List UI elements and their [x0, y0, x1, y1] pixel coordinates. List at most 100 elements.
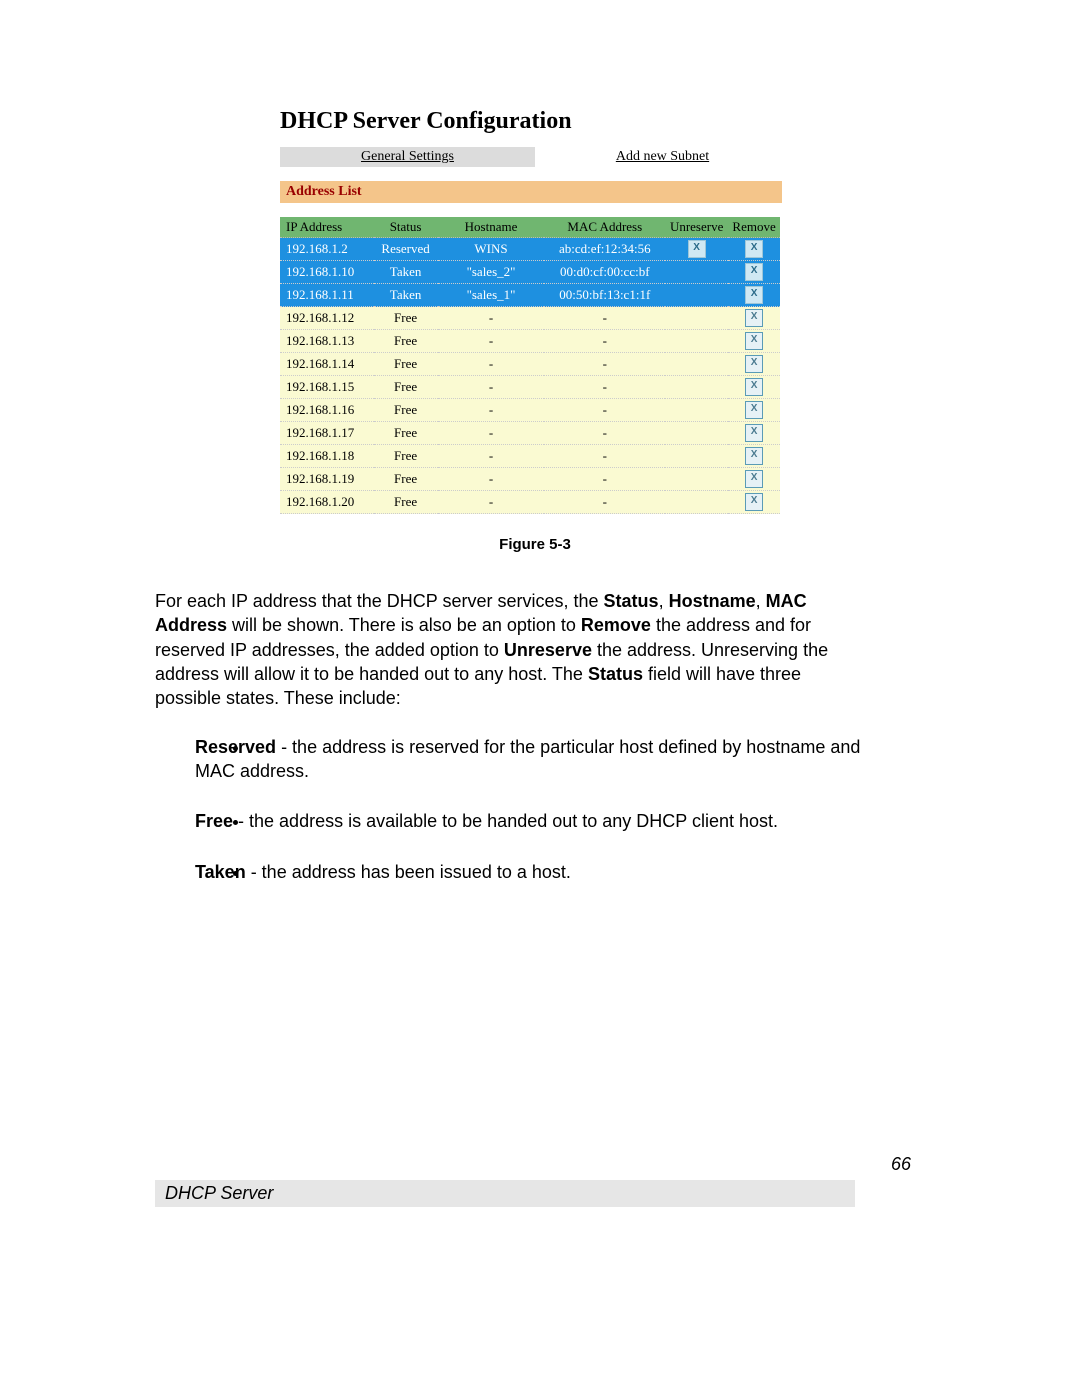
cell-hostname: - — [438, 353, 545, 376]
cell-unreserve — [665, 284, 728, 307]
cell-remove: X — [728, 422, 780, 445]
remove-button[interactable]: X — [745, 286, 763, 304]
cell-hostname: - — [438, 445, 545, 468]
remove-button[interactable]: X — [745, 332, 763, 350]
cell-mac: - — [544, 468, 665, 491]
cell-mac: - — [544, 353, 665, 376]
table-header-row: IP Address Status Hostname MAC Address U… — [280, 217, 780, 238]
section-address-list: Address List — [280, 181, 782, 203]
table-row: 192.168.1.15Free--X — [280, 376, 780, 399]
bullet-reserved: Reserved - the address is reserved for t… — [250, 735, 890, 784]
cell-unreserve — [665, 399, 728, 422]
page-number: 66 — [891, 1154, 911, 1175]
cell-hostname: "sales_1" — [438, 284, 545, 307]
remove-button[interactable]: X — [745, 355, 763, 373]
cell-remove: X — [728, 491, 780, 514]
cell-unreserve — [665, 353, 728, 376]
cell-hostname: - — [438, 330, 545, 353]
body-paragraph: For each IP address that the DHCP server… — [155, 589, 855, 710]
cell-remove: X — [728, 445, 780, 468]
tab-add-new-subnet[interactable]: Add new Subnet — [535, 147, 790, 167]
cell-status: Free — [374, 491, 438, 514]
bullet-bold: Taken — [195, 862, 246, 882]
table-row: 192.168.1.12Free--X — [280, 307, 780, 330]
cell-status: Free — [374, 468, 438, 491]
cell-remove: X — [728, 468, 780, 491]
cell-unreserve — [665, 261, 728, 284]
bullet-text: - the address is available to be handed … — [233, 811, 778, 831]
table-row: 192.168.1.17Free--X — [280, 422, 780, 445]
col-unreserve: Unreserve — [665, 217, 728, 238]
cell-remove: X — [728, 284, 780, 307]
tabs-row: General Settings Add new Subnet — [280, 147, 790, 167]
para-text: , — [756, 591, 766, 611]
unreserve-button[interactable]: X — [688, 240, 706, 258]
cell-ip: 192.168.1.13 — [280, 330, 374, 353]
remove-button[interactable]: X — [745, 401, 763, 419]
cell-hostname: - — [438, 307, 545, 330]
bullet-free: Free - the address is available to be ha… — [250, 809, 890, 833]
cell-unreserve — [665, 307, 728, 330]
cell-status: Reserved — [374, 238, 438, 261]
cell-remove: X — [728, 307, 780, 330]
col-remove: Remove — [728, 217, 780, 238]
cell-ip: 192.168.1.12 — [280, 307, 374, 330]
address-table: IP Address Status Hostname MAC Address U… — [280, 217, 780, 514]
figure-screenshot: DHCP Server Configuration General Settin… — [280, 108, 790, 514]
para-bold-status: Status — [604, 591, 659, 611]
remove-button[interactable]: X — [745, 447, 763, 465]
table-row: 192.168.1.11Taken"sales_1"00:50:bf:13:c1… — [280, 284, 780, 307]
para-bold-unreserve: Unreserve — [504, 640, 592, 660]
footer-section: DHCP Server — [155, 1180, 855, 1207]
cell-mac: - — [544, 491, 665, 514]
cell-hostname: - — [438, 491, 545, 514]
cell-status: Taken — [374, 261, 438, 284]
cell-unreserve — [665, 330, 728, 353]
table-row: 192.168.1.10Taken"sales_2"00:d0:cf:00:cc… — [280, 261, 780, 284]
cell-remove: X — [728, 238, 780, 261]
cell-hostname: - — [438, 468, 545, 491]
para-text: For each IP address that the DHCP server… — [155, 591, 604, 611]
remove-button[interactable]: X — [745, 493, 763, 511]
remove-button[interactable]: X — [745, 263, 763, 281]
remove-button[interactable]: X — [745, 240, 763, 258]
cell-status: Free — [374, 445, 438, 468]
table-row: 192.168.1.13Free--X — [280, 330, 780, 353]
cell-ip: 192.168.1.18 — [280, 445, 374, 468]
para-bold-hostname: Hostname — [669, 591, 756, 611]
col-hostname: Hostname — [438, 217, 545, 238]
cell-mac: - — [544, 422, 665, 445]
remove-button[interactable]: X — [745, 470, 763, 488]
cell-status: Free — [374, 422, 438, 445]
cell-remove: X — [728, 399, 780, 422]
col-status: Status — [374, 217, 438, 238]
cell-hostname: "sales_2" — [438, 261, 545, 284]
bullet-bold: Free — [195, 811, 233, 831]
page: DHCP Server Configuration General Settin… — [0, 0, 1080, 1397]
cell-ip: 192.168.1.14 — [280, 353, 374, 376]
cell-remove: X — [728, 353, 780, 376]
cell-hostname: WINS — [438, 238, 545, 261]
para-text: , — [659, 591, 669, 611]
table-row: 192.168.1.16Free--X — [280, 399, 780, 422]
cell-status: Free — [374, 399, 438, 422]
cell-mac: - — [544, 445, 665, 468]
remove-button[interactable]: X — [745, 378, 763, 396]
cell-status: Free — [374, 307, 438, 330]
content-area: DHCP Server Configuration General Settin… — [155, 108, 915, 910]
cell-mac: ab:cd:ef:12:34:56 — [544, 238, 665, 261]
cell-unreserve — [665, 376, 728, 399]
remove-button[interactable]: X — [745, 309, 763, 327]
remove-button[interactable]: X — [745, 424, 763, 442]
col-ip: IP Address — [280, 217, 374, 238]
cell-status: Free — [374, 330, 438, 353]
cell-mac: 00:d0:cf:00:cc:bf — [544, 261, 665, 284]
cell-ip: 192.168.1.16 — [280, 399, 374, 422]
cell-mac: - — [544, 376, 665, 399]
cell-ip: 192.168.1.10 — [280, 261, 374, 284]
tab-general-settings[interactable]: General Settings — [280, 147, 535, 167]
cell-ip: 192.168.1.15 — [280, 376, 374, 399]
bullet-bold: Reserved — [195, 737, 276, 757]
para-text: will be shown. There is also be an optio… — [227, 615, 581, 635]
bullet-text: - the address is reserved for the partic… — [195, 737, 860, 781]
